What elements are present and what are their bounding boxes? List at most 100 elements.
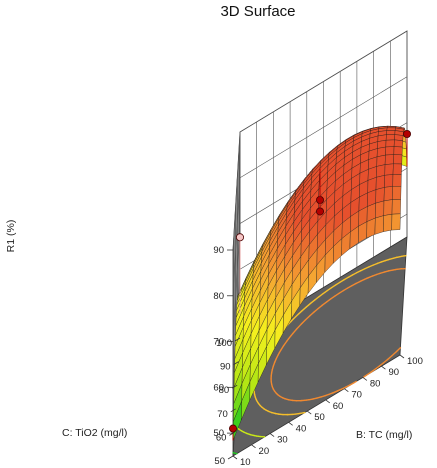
surface-facet xyxy=(374,215,384,235)
floor-contour xyxy=(316,396,322,399)
floor-contour xyxy=(338,289,345,294)
y-tick-label: 50 xyxy=(214,456,225,467)
x-tick-mark xyxy=(381,365,386,370)
surface-facet xyxy=(392,163,402,175)
floor-plane xyxy=(232,236,408,457)
surface-facet xyxy=(383,213,393,232)
surface-facet xyxy=(385,134,395,141)
x-tick-mark xyxy=(251,444,256,449)
surface-facet xyxy=(384,174,394,188)
floor-contour xyxy=(336,388,343,392)
floor-contour xyxy=(363,277,368,281)
x-tick-mark xyxy=(306,410,312,415)
y-tick-mark xyxy=(229,432,235,436)
x-tick-label: 90 xyxy=(388,367,399,378)
floor-contour xyxy=(353,380,358,384)
x-tick-label: 30 xyxy=(277,435,288,446)
x-tick-mark xyxy=(325,399,331,404)
surface-facet xyxy=(393,146,403,156)
floor-contour xyxy=(276,393,279,396)
surface-facet xyxy=(391,213,401,231)
floor-contour xyxy=(339,279,345,283)
surface-facet xyxy=(383,186,393,202)
floor-contour xyxy=(279,345,285,352)
x-tick-mark xyxy=(362,377,368,381)
surface-facet xyxy=(386,130,396,135)
x-tick-label: 60 xyxy=(333,401,344,412)
floor-contour xyxy=(325,298,332,303)
floor-contour xyxy=(378,362,385,367)
y-tick-mark xyxy=(234,337,241,342)
z-tick-label: 50 xyxy=(213,428,224,439)
surface-facet xyxy=(392,186,402,200)
surface-facet xyxy=(391,199,401,215)
surface-facet xyxy=(384,154,394,165)
floor-contour xyxy=(317,304,323,310)
floor-contour xyxy=(345,384,351,388)
floor-contour xyxy=(330,284,337,289)
floor-contour xyxy=(330,295,336,300)
floor-contour xyxy=(287,334,292,340)
x-tick-label: 100 xyxy=(407,356,423,367)
floor-contour xyxy=(342,287,349,292)
floor-contour xyxy=(349,382,355,386)
floor-contour xyxy=(370,368,376,373)
surface-facet xyxy=(385,139,395,148)
floor-contour xyxy=(263,408,268,411)
floor-contour xyxy=(314,296,320,301)
x-tick-mark xyxy=(344,388,349,392)
chart-title: 3D Surface xyxy=(220,3,295,20)
floor-contour xyxy=(388,257,395,260)
floor-contour xyxy=(287,399,293,402)
floor-contour xyxy=(355,270,362,274)
floor-contour xyxy=(386,355,393,361)
floor-contour xyxy=(304,315,311,321)
floor-contour xyxy=(372,262,378,266)
floor-contour xyxy=(384,258,390,262)
floor-contour xyxy=(324,393,330,397)
surface-facet xyxy=(385,146,395,156)
floor-contour xyxy=(318,292,324,298)
surface-facet xyxy=(375,175,385,190)
floor-contour xyxy=(275,353,279,360)
floor-contour xyxy=(375,272,381,276)
x-tick-label: 40 xyxy=(296,423,307,434)
x-tick-label: 10 xyxy=(240,457,251,468)
surface-facet xyxy=(393,154,403,165)
floor-contour xyxy=(360,268,366,272)
surface-facet xyxy=(386,127,396,131)
floor-contour xyxy=(334,292,340,297)
surface-facet xyxy=(375,187,385,204)
x-tick-label: 70 xyxy=(351,390,362,401)
x-tick-label: 80 xyxy=(370,378,381,389)
y-tick-label: 70 xyxy=(217,409,228,420)
z-tick-label: 70 xyxy=(213,337,224,348)
floor-contour xyxy=(297,310,303,315)
y-tick-label: 100 xyxy=(216,338,232,349)
axes: 5060708090102030405060708090100506070809… xyxy=(213,245,422,468)
floor-contour xyxy=(371,273,378,277)
design-point xyxy=(228,424,237,433)
y-tick-label: 80 xyxy=(219,385,230,396)
floor-contour xyxy=(249,433,254,437)
floor-contour xyxy=(340,386,347,390)
floor-contour xyxy=(374,365,380,371)
floor-contour xyxy=(351,272,358,276)
x-tick-mark xyxy=(399,354,405,359)
floor-contour xyxy=(309,299,316,305)
floor-contour xyxy=(291,328,297,335)
floor-contour xyxy=(396,347,402,352)
floor-contour xyxy=(367,275,374,279)
design-points xyxy=(228,129,411,441)
x-tick-label: 50 xyxy=(314,412,325,423)
z-tick-label: 80 xyxy=(213,291,224,302)
surface-mesh xyxy=(232,125,408,441)
floor-contour xyxy=(382,359,388,364)
floor-contour xyxy=(365,371,372,376)
floor-contour xyxy=(326,287,333,292)
floor-contour xyxy=(351,282,357,287)
floor-contour xyxy=(368,264,374,268)
x-tick-mark xyxy=(269,433,275,437)
x-tick-mark xyxy=(288,422,293,426)
